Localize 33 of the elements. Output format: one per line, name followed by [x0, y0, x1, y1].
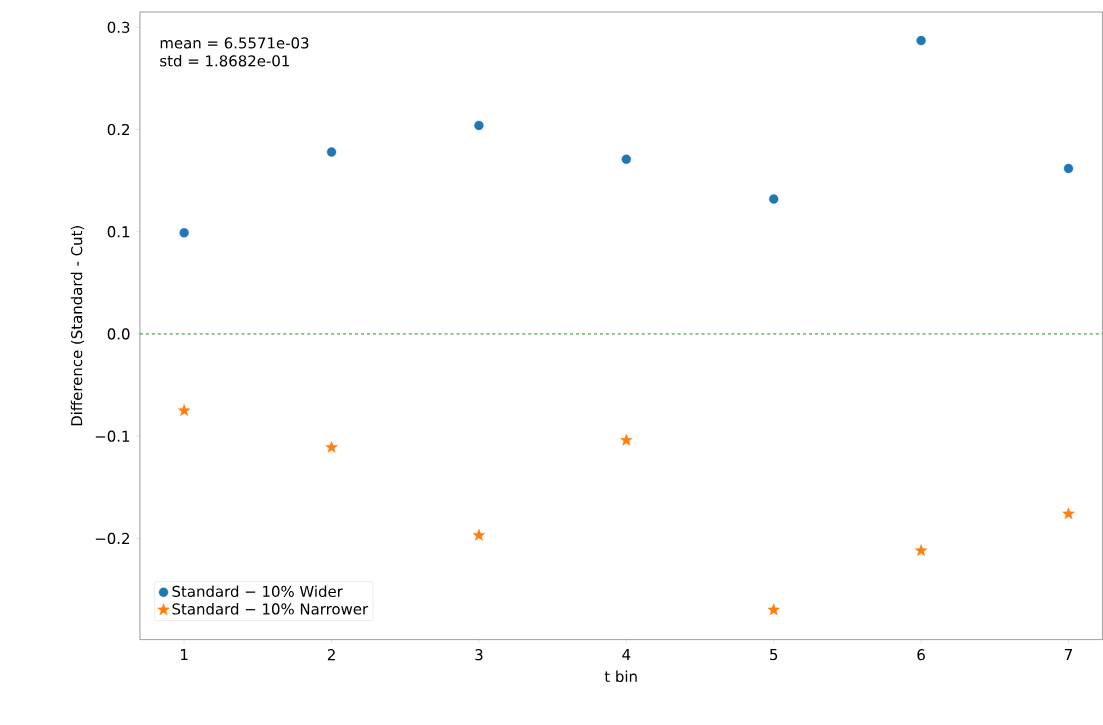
legend-label: Standard − 10% Narrower: [172, 603, 369, 615]
point: [620, 434, 633, 446]
y-tick-label: −0.2: [95, 532, 130, 545]
point: [767, 603, 780, 616]
x-tick-label: 7: [1064, 649, 1072, 661]
point: [1062, 507, 1075, 520]
annotation: mean = 6.5571e-03: [160, 37, 309, 49]
point: [916, 36, 926, 46]
y-tick-label: −0.1: [95, 430, 130, 443]
x-tick-label: 4: [622, 649, 631, 661]
point: [179, 228, 189, 238]
x-tick-label: 3: [475, 649, 483, 661]
y-tick-label: 0.3: [107, 21, 130, 34]
x-tick-label: 1: [181, 649, 188, 661]
x-tick-label: 6: [917, 649, 925, 661]
legend-label: Standard − 10% Wider: [172, 585, 343, 598]
point: [621, 154, 632, 165]
point: [769, 194, 779, 204]
y-tick-label: 0.1: [107, 226, 130, 238]
annotation: std = 1.8682e-01: [160, 55, 289, 67]
x-axis-title: t bin: [604, 670, 637, 683]
x-tick-label: 5: [770, 649, 778, 661]
point: [474, 120, 484, 131]
x-tick-label: 2: [327, 649, 335, 661]
point: [1063, 163, 1074, 174]
point: [472, 529, 486, 541]
point: [914, 544, 928, 557]
y-tick-label: 0.2: [107, 124, 130, 136]
y-axis-title: Difference (Standard - Cut): [70, 226, 85, 426]
point: [177, 404, 191, 417]
point: [326, 147, 337, 157]
point: [325, 441, 338, 453]
y-tick-label: 0.0: [107, 328, 130, 340]
